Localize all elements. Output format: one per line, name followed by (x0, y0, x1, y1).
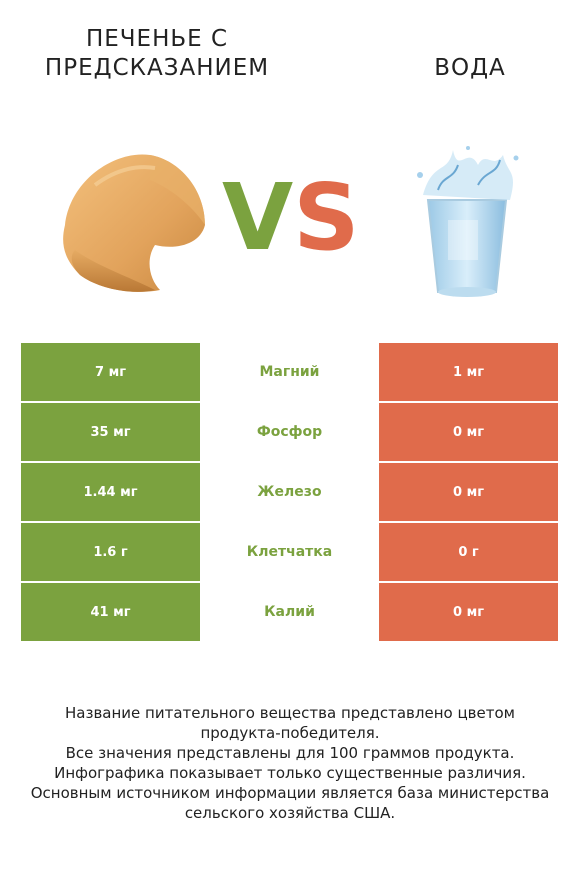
vs-label: VS (222, 168, 359, 268)
nutrient-name: Клетчатка (200, 523, 379, 581)
left-value: 1.44 мг (21, 463, 200, 521)
right-value: 0 г (379, 523, 558, 581)
water-glass-image (417, 146, 519, 297)
table-row: 7 мг Магний 1 мг (21, 343, 558, 401)
footer-line: Инфографика показывает только существенн… (54, 764, 526, 782)
right-value: 0 мг (379, 583, 558, 641)
footer-line: Все значения представлены для 100 граммо… (65, 744, 515, 762)
nutrient-name: Магний (200, 343, 379, 401)
right-value: 0 мг (379, 403, 558, 461)
left-value: 41 мг (21, 583, 200, 641)
right-value: 1 мг (379, 343, 558, 401)
nutrient-name: Железо (200, 463, 379, 521)
table-row: 1.6 г Клетчатка 0 г (21, 523, 558, 581)
fortune-cookie-image (63, 154, 205, 292)
left-value: 7 мг (21, 343, 200, 401)
vs-v: V (222, 164, 294, 271)
nutrient-name: Фосфор (200, 403, 379, 461)
table-row: 1.44 мг Железо 0 мг (21, 463, 558, 521)
vs-s: S (293, 164, 360, 271)
table-row: 35 мг Фосфор 0 мг (21, 403, 558, 461)
footer-line: сельского хозяйства США. (184, 804, 396, 822)
left-product-title: Печенье с предсказанием (22, 25, 292, 83)
right-product-title: Вода (434, 55, 506, 81)
footer-line: Основным источником информации является … (30, 784, 550, 802)
footer-line: продукта-победителя. (200, 724, 380, 742)
right-value: 0 мг (379, 463, 558, 521)
left-title-line2: предсказанием (44, 55, 270, 81)
left-value: 1.6 г (21, 523, 200, 581)
left-value: 35 мг (21, 403, 200, 461)
footer-line: Название питательного вещества представл… (65, 704, 515, 722)
footer-notes: Название питательного вещества представл… (20, 703, 560, 823)
nutrient-name: Калий (200, 583, 379, 641)
table-row: 41 мг Калий 0 мг (21, 583, 558, 641)
left-title-line1: Печенье с (85, 26, 229, 52)
